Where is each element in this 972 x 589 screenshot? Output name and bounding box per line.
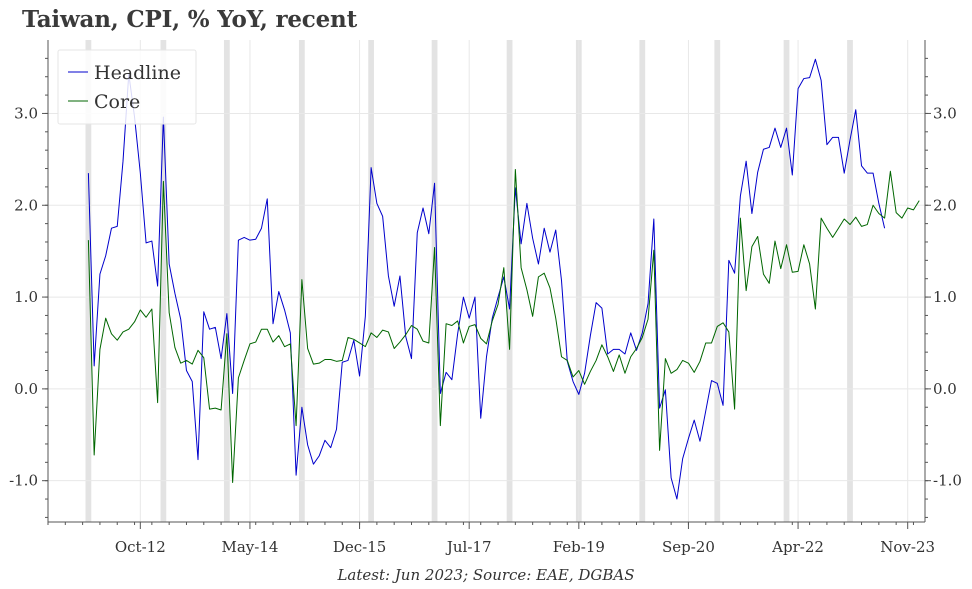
- legend-label-headline: Headline: [94, 62, 181, 84]
- x-tick-label-Feb-19: Feb-19: [553, 538, 605, 556]
- y-tick-label-left-1.0: 1.0: [14, 288, 38, 306]
- y-tick-label-right-1.0: 1.0: [933, 288, 957, 306]
- x-tick-label-Jul-17: Jul-17: [445, 538, 492, 556]
- x-tick-label-Nov-23: Nov-23: [880, 538, 935, 556]
- shaded-band-2021-02: [714, 40, 721, 522]
- x-tick-label-May-14: May-14: [221, 538, 278, 556]
- x-tick-label-Apr-22: Apr-22: [771, 538, 824, 556]
- legend-box: [57, 49, 197, 125]
- series-lines: [87, 58, 920, 500]
- legend-label-core: Core: [94, 91, 140, 113]
- y-tick-label-left-3.0: 3.0: [14, 104, 38, 122]
- y-tick-label-left-2.0: 2.0: [14, 196, 38, 214]
- shaded-band-2023-01: [847, 40, 853, 522]
- shaded-band-2020-01: [639, 40, 646, 522]
- axes: [42, 40, 931, 529]
- shaded-band-2018-02: [506, 40, 513, 522]
- x-tick-label-Oct-12: Oct-12: [115, 538, 166, 556]
- y-tick-label-left-0.0: 0.0: [14, 380, 38, 398]
- shaded-band-2017-01: [431, 40, 438, 522]
- y-tick-label-right-2.0: 2.0: [933, 196, 957, 214]
- shaded-band-2012-01: [85, 40, 92, 522]
- shaded-band-2014-01: [223, 40, 230, 522]
- chart-footnote: Latest: Jun 2023; Source: EAE, DGBAS: [337, 566, 635, 584]
- legend: Headline Core: [57, 49, 197, 125]
- chart-title: Taiwan, CPI, % YoY, recent: [22, 6, 357, 33]
- y-tick-label-right-3.0: 3.0: [933, 104, 957, 122]
- shaded-band-2022-02: [783, 40, 790, 522]
- series-line-headline: [87, 58, 886, 500]
- y-tick-label-right-0.0: 0.0: [933, 380, 957, 398]
- x-tick-label-Sep-20: Sep-20: [662, 538, 715, 556]
- shaded-band-2016-02: [368, 40, 374, 522]
- shaded-band-2013-02: [160, 40, 167, 522]
- series-line-core: [87, 168, 920, 484]
- tick-labels: Oct-12 May-14 Dec-15 Jul-17 Feb-19 Sep-20 Apr-…: [9, 104, 962, 556]
- y-tick-label-right--1.0: -1.0: [933, 472, 962, 490]
- x-tick-label-Dec-15: Dec-15: [333, 538, 386, 556]
- y-tick-label-left--1.0: -1.0: [9, 472, 38, 490]
